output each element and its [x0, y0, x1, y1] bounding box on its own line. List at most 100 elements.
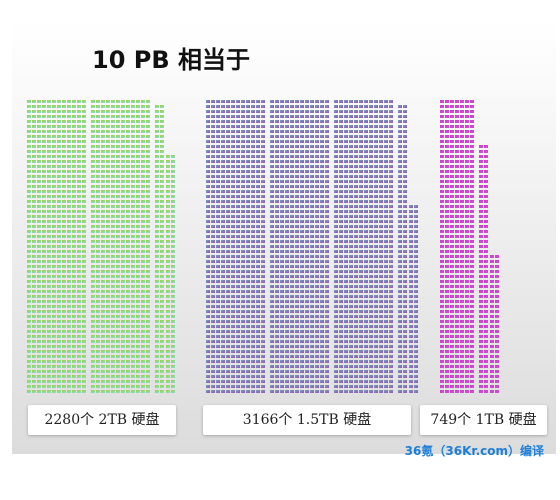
disk-cell	[32, 185, 36, 188]
disk-cell	[101, 215, 105, 218]
disk-cell	[261, 225, 265, 228]
disk-cell	[465, 120, 469, 123]
disk-cell	[116, 345, 120, 348]
disk-cell	[484, 385, 488, 388]
disk-cell	[315, 310, 319, 313]
disk-cell	[339, 130, 343, 133]
disk-cell	[285, 230, 289, 233]
disk-cell	[270, 275, 274, 278]
disk-cell	[460, 255, 464, 258]
disk-cell	[440, 110, 444, 113]
disk-cell	[91, 350, 95, 353]
disk-cell	[77, 185, 81, 188]
disk-cell	[42, 345, 46, 348]
disk-cell	[96, 315, 100, 318]
disk-cell	[490, 260, 494, 263]
disk-cell	[67, 115, 71, 118]
disk-cell	[460, 135, 464, 138]
disk-cell	[484, 190, 488, 193]
disk-cell	[246, 135, 250, 138]
disk-cell	[251, 155, 255, 158]
disk-cell	[226, 370, 230, 373]
disk-cell	[414, 385, 418, 388]
disk-cell	[389, 190, 393, 193]
disk-cell	[111, 120, 115, 123]
disk-cell	[455, 330, 459, 333]
disk-cell	[379, 245, 383, 248]
disk-cell	[77, 205, 81, 208]
disk-cell	[91, 270, 95, 273]
disk-cell	[334, 330, 338, 333]
disk-cell	[285, 190, 289, 193]
disk-cell	[374, 385, 378, 388]
disk-cell	[384, 135, 388, 138]
disk-cell	[62, 265, 66, 268]
disk-cell	[216, 295, 220, 298]
disk-cell	[484, 255, 488, 258]
disk-cell	[52, 200, 56, 203]
disk-cell	[72, 165, 76, 168]
disk-cell	[241, 130, 245, 133]
disk-cell	[490, 270, 494, 273]
disk-cell	[334, 320, 338, 323]
disk-cell	[285, 325, 289, 328]
disk-cell	[52, 320, 56, 323]
disk-cell	[484, 360, 488, 363]
disk-cell	[251, 360, 255, 363]
disk-cell	[236, 250, 240, 253]
disk-cell	[256, 310, 260, 313]
disk-cell	[27, 380, 31, 383]
disk-cell	[310, 290, 314, 293]
disk-cell	[384, 130, 388, 133]
disk-cell	[495, 380, 499, 383]
disk-cell	[295, 240, 299, 243]
disk-cell	[470, 225, 474, 228]
disk-cell	[146, 330, 150, 333]
disk-cell	[111, 275, 115, 278]
disk-cell	[256, 375, 260, 378]
disk-cell	[325, 180, 329, 183]
disk-cell	[67, 240, 71, 243]
disk-cell	[300, 235, 304, 238]
disk-cell	[315, 175, 319, 178]
disk-cell	[384, 300, 388, 303]
disk-cell	[62, 340, 66, 343]
disk-cell	[334, 240, 338, 243]
disk-cell	[171, 355, 175, 358]
disk-cell	[374, 140, 378, 143]
disk-cell	[72, 335, 76, 338]
disk-cell	[465, 210, 469, 213]
source-credit: 36氪（36Kr.com）编译	[404, 444, 544, 458]
disk-cell	[280, 255, 284, 258]
disk-cell	[440, 175, 444, 178]
disk-cell	[251, 165, 255, 168]
disk-cell	[32, 140, 36, 143]
disk-cell	[160, 390, 164, 393]
disk-cell	[374, 340, 378, 343]
disk-cell	[455, 390, 459, 393]
disk-cell	[82, 375, 86, 378]
disk-cell	[96, 370, 100, 373]
disk-cell	[490, 310, 494, 313]
disk-cell	[96, 135, 100, 138]
disk-cell	[246, 250, 250, 253]
disk-cell	[62, 185, 66, 188]
disk-cell	[206, 380, 210, 383]
disk-cell	[460, 150, 464, 153]
disk-cell	[146, 250, 150, 253]
disk-group-2	[440, 100, 499, 393]
disk-cell	[261, 125, 265, 128]
disk-cell	[349, 290, 353, 293]
disk-cell	[484, 350, 488, 353]
disk-cell	[455, 235, 459, 238]
disk-cell	[285, 155, 289, 158]
disk-cell	[166, 210, 170, 213]
disk-cell	[256, 335, 260, 338]
disk-cell	[465, 150, 469, 153]
disk-cell	[275, 310, 279, 313]
disk-cell	[166, 320, 170, 323]
disk-cell	[141, 230, 145, 233]
disk-cell	[460, 245, 464, 248]
disk-cell	[246, 160, 250, 163]
disk-cell	[155, 200, 159, 203]
